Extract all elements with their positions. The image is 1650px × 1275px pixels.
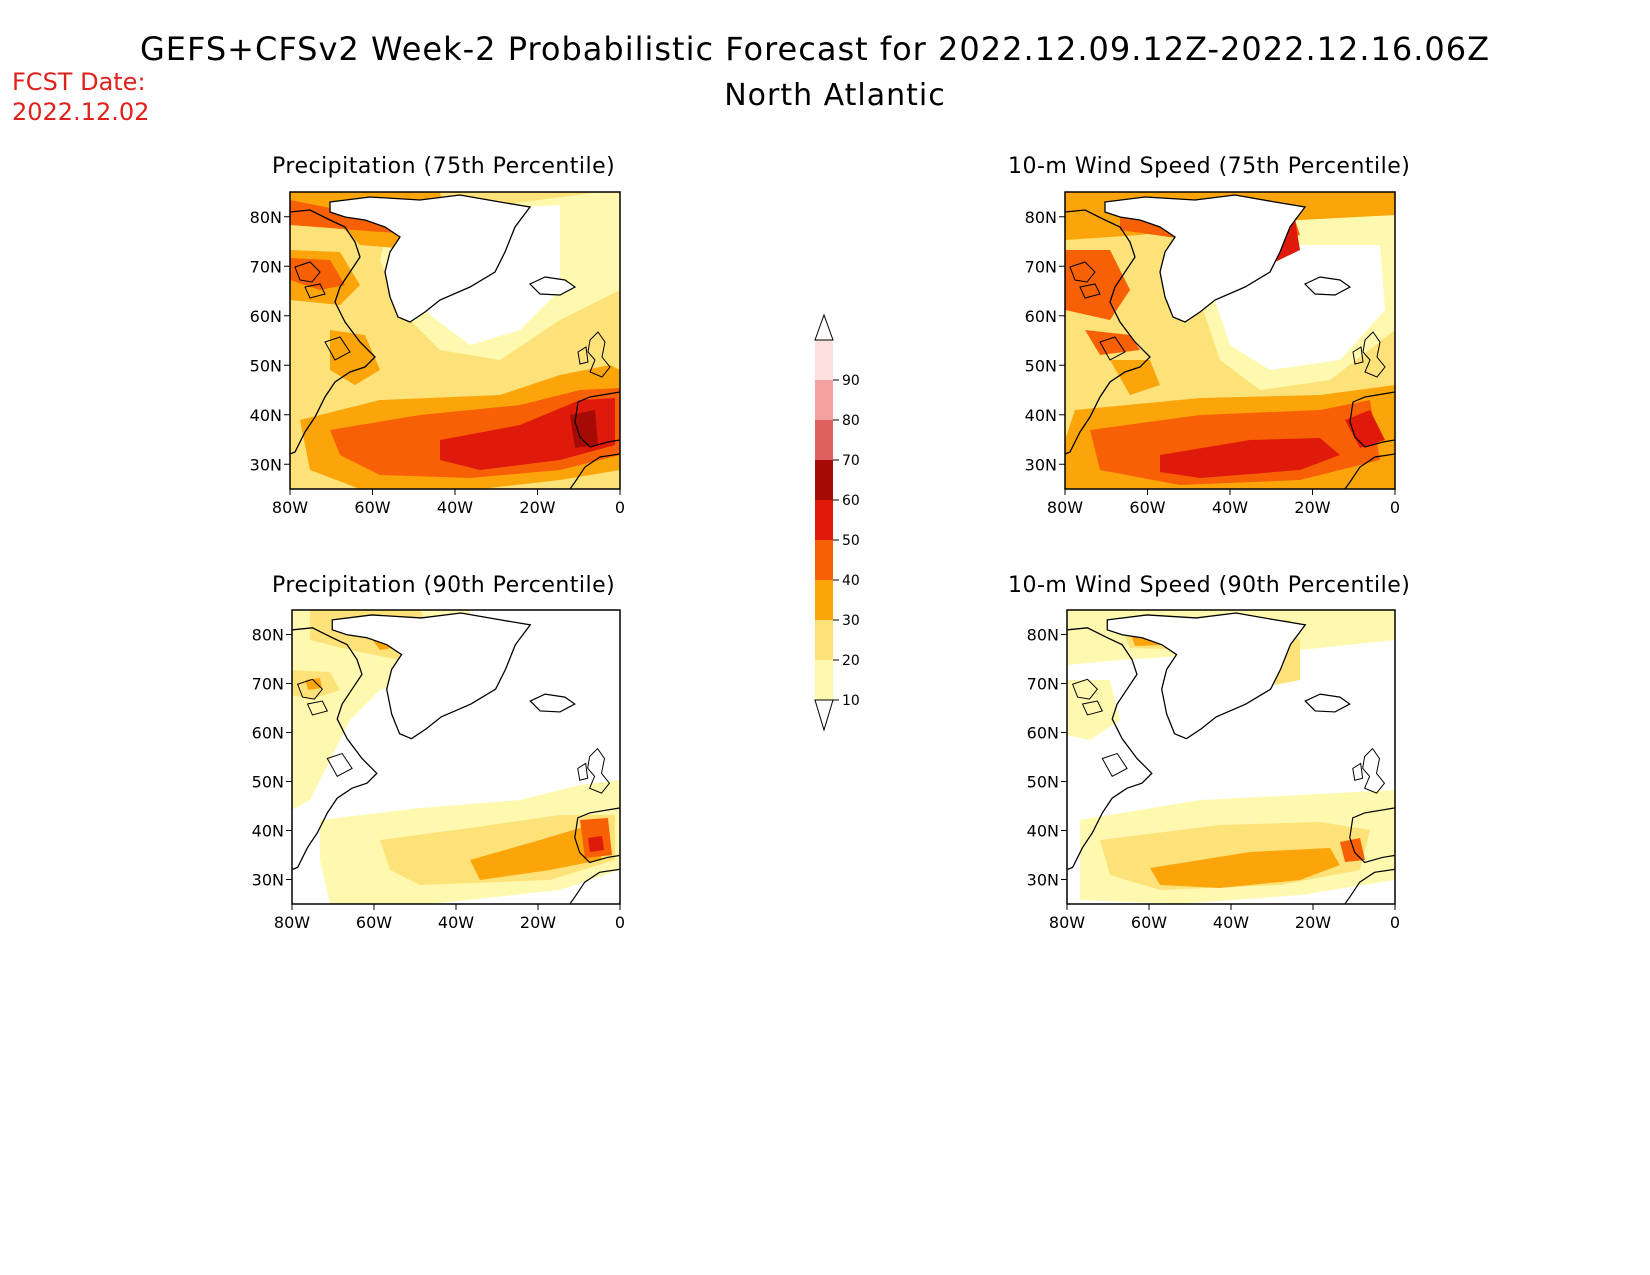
lon-tick-label: 0 [1390,498,1400,517]
lon-tick-label: 80W [1047,498,1083,517]
lat-tick-label: 50N [250,356,282,375]
colorbar-label: 10 [842,693,860,709]
panel-title-precip-75: Precipitation (75th Percentile) [272,154,616,179]
map-wind-75 [1065,192,1395,489]
colorbar-label: 40 [842,573,860,589]
lat-tick-label: 70N [252,675,284,694]
map-wind-90 [1067,610,1395,904]
colorbar-segment [815,660,833,700]
lon-tick-label: 80W [274,913,310,932]
page-title: GEFS+CFSv2 Week-2 Probabilistic Forecast… [140,30,1491,68]
lat-tick-label: 50N [1025,356,1057,375]
colorbar-segment [815,620,833,660]
lat-tick-label: 70N [1025,257,1057,276]
fcst-date-value: 2022.12.02 [12,98,150,126]
lon-tick-label: 60W [1131,913,1167,932]
colorbar-label: 20 [842,653,860,669]
lat-tick-label: 50N [252,773,284,792]
page-subtitle: North Atlantic [724,78,946,113]
lon-tick-label: 20W [519,498,555,517]
colorbar-label: 30 [842,613,860,629]
lat-tick-label: 80N [250,208,282,227]
lat-tick-label: 40N [252,822,284,841]
map-precip-75 [290,192,620,489]
colorbar-segment [815,460,833,500]
fcst-date-label: FCST Date: [12,68,146,96]
colorbar-segment [815,380,833,420]
lat-tick-label: 70N [1027,675,1059,694]
colorbar-segment [815,340,833,380]
lon-tick-label: 40W [1212,498,1248,517]
lat-tick-label: 40N [1025,406,1057,425]
lon-tick-label: 20W [1294,498,1330,517]
lon-tick-label: 20W [520,913,556,932]
colorbar-label: 90 [842,373,860,389]
lon-tick-label: 20W [1295,913,1331,932]
lon-tick-label: 80W [272,498,308,517]
colorbar-label: 70 [842,453,860,469]
lon-tick-label: 40W [1213,913,1249,932]
colorbar: 10 20 30 40 50 60 70 80 90 [814,313,860,732]
lat-tick-label: 50N [1027,773,1059,792]
colorbar-segment [815,540,833,580]
lat-tick-label: 80N [252,626,284,645]
colorbar-segment [815,580,833,620]
colorbar-segment [815,500,833,540]
lat-tick-label: 60N [1025,307,1057,326]
lon-tick-label: 0 [615,498,625,517]
axis-ticks: 80N 70N 60N 50N 40N 30N 80W 60W 40W 20W 0 80N 70N 60N… [250,208,1400,932]
lat-tick-label: 80N [1027,626,1059,645]
lon-tick-label: 80W [1049,913,1085,932]
lat-tick-label: 30N [250,455,282,474]
lat-tick-label: 30N [1025,455,1057,474]
lon-tick-label: 40W [437,498,473,517]
lat-tick-label: 60N [250,307,282,326]
lon-tick-label: 60W [356,913,392,932]
colorbar-bottom-end [814,699,834,732]
colorbar-segment [815,420,833,460]
panel-title-precip-90: Precipitation (90th Percentile) [272,573,616,598]
colorbar-label: 60 [842,493,860,509]
panel-title-wind-75: 10-m Wind Speed (75th Percentile) [1008,154,1411,179]
lat-tick-label: 70N [250,257,282,276]
lat-tick-label: 60N [252,724,284,743]
map-precip-90 [292,610,620,904]
panel-title-wind-90: 10-m Wind Speed (90th Percentile) [1008,573,1411,598]
lat-tick-label: 60N [1027,724,1059,743]
lat-tick-label: 30N [1027,871,1059,890]
colorbar-label: 80 [842,413,860,429]
colorbar-top-end [814,313,834,341]
lat-tick-label: 80N [1025,208,1057,227]
lon-tick-label: 0 [1390,913,1400,932]
colorbar-label: 50 [842,533,860,549]
lat-tick-label: 40N [1027,822,1059,841]
lon-tick-label: 60W [354,498,390,517]
lat-tick-label: 40N [250,406,282,425]
lat-tick-label: 30N [252,871,284,890]
lon-tick-label: 60W [1129,498,1165,517]
lon-tick-label: 40W [438,913,474,932]
lon-tick-label: 0 [615,913,625,932]
